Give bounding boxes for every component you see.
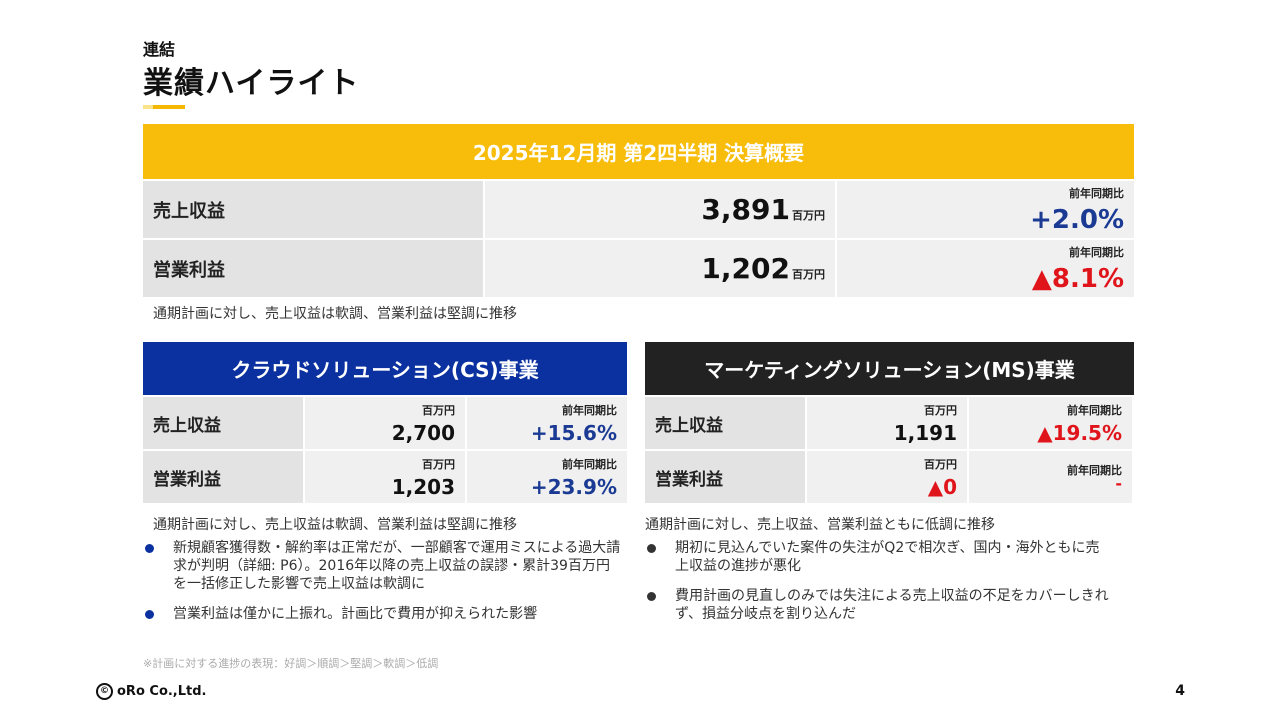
value-number: 1,191 [893, 421, 957, 445]
row-value: 百万円 1,203 [305, 451, 465, 503]
row-label: 営業利益 [143, 451, 303, 503]
cs-heading: クラウドソリューション(CS)事業 [143, 342, 627, 395]
comparison-value: ▲19.5% [1037, 421, 1122, 445]
copyright-icon: © [96, 683, 113, 700]
row-value: 百万円 1,191 [807, 397, 967, 449]
comparison-value: +15.6% [530, 421, 617, 445]
list-item: 費用計画の見直しのみでは失注による売上収益の不足をカバーしきれず、損益分岐点を割… [645, 587, 1110, 623]
unit-label: 百万円 [422, 404, 455, 417]
row-comparison: 前年同期比 +15.6% [467, 397, 627, 449]
value-number: ▲0 [927, 475, 957, 499]
title-underline [143, 105, 185, 109]
comparison-label: 前年同期比 [562, 458, 617, 471]
section-label: 連結 [143, 40, 176, 59]
row-label: 売上収益 [143, 397, 303, 449]
ms-bullet-list: 期初に見込んでいた案件の失注がQ2で相次ぎ、国内・海外ともに売上収益の進捗が悪化… [645, 539, 1110, 635]
ms-segment-table: マーケティングソリューション(MS)事業 売上収益 百万円 1,191 前年同期… [645, 342, 1134, 503]
operating-profit-value: 1,202 [701, 252, 790, 285]
comparison-label: 前年同期比 [1069, 246, 1124, 259]
comparison-value: +2.0% [1030, 205, 1124, 235]
table-row: 売上収益 3,891 百万円 前年同期比 +2.0% [143, 181, 1134, 238]
summary-table: 2025年12月期 第2四半期 決算概要 売上収益 3,891 百万円 前年同期… [143, 124, 1134, 297]
bullet-text: 新規顧客獲得数・解約率は正常だが、一部顧客で運用ミスによる過大請求が判明（詳細:… [173, 540, 621, 592]
company-name: oRo Co.,Ltd. [117, 684, 207, 699]
table-row: 売上収益 百万円 1,191 前年同期比 ▲19.5% [645, 397, 1134, 449]
bullet-icon [145, 610, 154, 619]
bullet-text: 費用計画の見直しのみでは失注による売上収益の不足をカバーしきれず、損益分岐点を割… [675, 588, 1109, 622]
unit-label: 百万円 [924, 458, 957, 471]
list-item: 営業利益は僅かに上振れ。計画比で費用が抑えられた影響 [143, 605, 623, 623]
bullet-icon [145, 544, 154, 553]
row-value: 1,202 百万円 [485, 240, 835, 297]
list-item: 新規顧客獲得数・解約率は正常だが、一部顧客で運用ミスによる過大請求が判明（詳細:… [143, 539, 623, 593]
row-label: 営業利益 [645, 451, 805, 503]
company-logo: © oRo Co.,Ltd. [96, 683, 207, 700]
comparison-value: ▲8.1% [1031, 264, 1124, 294]
bullet-text: 期初に見込んでいた案件の失注がQ2で相次ぎ、国内・海外ともに売上収益の進捗が悪化 [675, 540, 1100, 574]
comparison-label: 前年同期比 [1067, 404, 1122, 417]
cs-segment-table: クラウドソリューション(CS)事業 売上収益 百万円 2,700 前年同期比 +… [143, 342, 627, 503]
comparison-label: 前年同期比 [1067, 464, 1122, 477]
unit-label: 百万円 [792, 267, 825, 281]
footnote: ※計画に対する進捗の表現：好調＞順調＞堅調＞軟調＞低調 [143, 657, 439, 670]
summary-note: 通期計画に対し、売上収益は軟調、営業利益は堅調に推移 [153, 306, 517, 322]
revenue-value: 3,891 [701, 193, 790, 226]
bullet-icon [647, 592, 656, 601]
row-comparison: 前年同期比 +2.0% [837, 181, 1134, 238]
ms-heading: マーケティングソリューション(MS)事業 [645, 342, 1134, 395]
row-label: 営業利益 [143, 240, 483, 297]
value-number: 2,700 [391, 421, 455, 445]
row-value: 百万円 2,700 [305, 397, 465, 449]
ms-note: 通期計画に対し、売上収益、営業利益ともに低調に推移 [645, 517, 995, 533]
row-comparison: 前年同期比 +23.9% [467, 451, 627, 503]
unit-label: 百万円 [792, 208, 825, 222]
bullet-text: 営業利益は僅かに上振れ。計画比で費用が抑えられた影響 [173, 606, 538, 622]
page-number: 4 [1175, 683, 1185, 699]
row-comparison: 前年同期比 ▲8.1% [837, 240, 1134, 297]
value-number: 1,203 [391, 475, 455, 499]
bullet-icon [647, 544, 656, 553]
row-value: 3,891 百万円 [485, 181, 835, 238]
table-row: 営業利益 1,202 百万円 前年同期比 ▲8.1% [143, 240, 1134, 297]
row-label: 売上収益 [645, 397, 805, 449]
comparison-value: +23.9% [530, 475, 617, 499]
table-row: 営業利益 百万円 1,203 前年同期比 +23.9% [143, 451, 627, 503]
cs-bullet-list: 新規顧客獲得数・解約率は正常だが、一部顧客で運用ミスによる過大請求が判明（詳細:… [143, 539, 623, 635]
comparison-label: 前年同期比 [1069, 187, 1124, 200]
unit-label: 百万円 [924, 404, 957, 417]
cs-note: 通期計画に対し、売上収益は軟調、営業利益は堅調に推移 [153, 517, 517, 533]
row-comparison: 前年同期比 - [969, 451, 1132, 503]
summary-heading: 2025年12月期 第2四半期 決算概要 [143, 124, 1134, 179]
row-value: 百万円 ▲0 [807, 451, 967, 503]
list-item: 期初に見込んでいた案件の失注がQ2で相次ぎ、国内・海外ともに売上収益の進捗が悪化 [645, 539, 1110, 575]
unit-label: 百万円 [422, 458, 455, 471]
comparison-label: 前年同期比 [562, 404, 617, 417]
table-row: 売上収益 百万円 2,700 前年同期比 +15.6% [143, 397, 627, 449]
table-row: 営業利益 百万円 ▲0 前年同期比 - [645, 451, 1134, 503]
page-title: 業績ハイライト [143, 66, 360, 101]
row-label: 売上収益 [143, 181, 483, 238]
row-comparison: 前年同期比 ▲19.5% [969, 397, 1132, 449]
comparison-value: - [1115, 474, 1122, 493]
